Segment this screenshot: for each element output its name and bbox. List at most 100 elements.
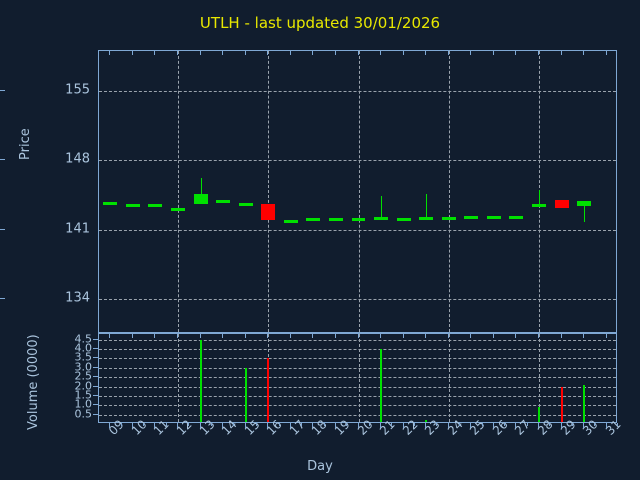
price-tickmark — [0, 228, 5, 230]
volume-gridline — [99, 339, 616, 341]
volume-top-tickmark — [131, 333, 133, 338]
day-gridline — [358, 51, 360, 332]
day-minor-tickmark — [301, 423, 303, 426]
candle-body — [328, 217, 343, 221]
day-tickmark — [267, 423, 269, 428]
day-minor-tickmark — [368, 423, 370, 426]
day-tickmark — [176, 423, 178, 428]
day-minor-tickmark — [594, 423, 596, 426]
volume-gridline — [99, 367, 616, 369]
candle-body — [554, 199, 569, 208]
chart-title: UTLH - last updated 30/01/2026 — [199, 14, 441, 32]
day-minor-tickmark — [459, 423, 461, 426]
price-top-tickmark — [289, 50, 291, 55]
volume-bar — [199, 339, 202, 422]
volume-bar — [560, 386, 563, 422]
price-top-tickmark — [470, 50, 472, 55]
volume-top-tickmark — [312, 333, 314, 338]
price-gridline — [99, 160, 616, 162]
volume-top-tickmark — [538, 333, 540, 338]
price-tickmark — [0, 298, 5, 300]
candle-wick — [381, 195, 383, 217]
candle-body — [441, 216, 456, 220]
volume-top-tickmark — [515, 333, 517, 338]
day-tickmark — [312, 423, 314, 428]
volume-bar — [267, 358, 270, 422]
day-minor-tickmark — [120, 423, 122, 426]
day-tickmark — [334, 423, 336, 428]
volume-top-tickmark — [357, 333, 359, 338]
volume-top-tickmark — [289, 333, 291, 338]
volume-tickmark — [93, 366, 98, 368]
candle-body — [103, 201, 118, 205]
volume-top-tickmark — [199, 333, 201, 338]
price-top-tickmark — [560, 50, 562, 55]
day-minor-tickmark — [188, 423, 190, 426]
volume-gridline — [99, 377, 616, 379]
volume-gridline — [99, 349, 616, 350]
day-tickmark — [470, 423, 472, 428]
candle-body — [396, 217, 411, 221]
price-top-tickmark — [583, 50, 585, 55]
price-gridline — [99, 90, 616, 92]
day-tickmark — [605, 423, 607, 428]
volume-gridline — [99, 395, 616, 397]
candle-wick — [426, 193, 428, 217]
day-minor-tickmark — [617, 423, 618, 426]
candle-body — [509, 215, 524, 219]
candle-body — [170, 207, 185, 211]
day-tickmark — [425, 423, 427, 428]
candle-body — [374, 216, 389, 220]
price-top-tickmark — [605, 50, 607, 55]
day-tickmark — [109, 423, 111, 428]
price-top-tickmark — [199, 50, 201, 55]
price-top-tickmark — [447, 50, 449, 55]
volume-gridline — [99, 386, 616, 388]
candle-body — [148, 203, 163, 207]
day-minor-tickmark — [165, 423, 167, 426]
volume-top-tickmark — [402, 333, 404, 338]
price-top-tickmark — [515, 50, 517, 55]
price-top-tickmark — [380, 50, 382, 55]
price-tick-label: 148 — [65, 151, 90, 167]
candle-body — [125, 203, 140, 207]
day-minor-tickmark — [526, 423, 528, 426]
price-top-tickmark — [312, 50, 314, 55]
candle-body — [419, 216, 434, 220]
volume-top-tickmark — [154, 333, 156, 338]
volume-tickmark — [93, 394, 98, 396]
price-top-tickmark — [244, 50, 246, 55]
day-tickmark — [222, 423, 224, 428]
price-gridline — [99, 229, 616, 231]
candle-body — [351, 217, 366, 221]
price-plot-area — [99, 51, 616, 332]
price-top-tickmark — [131, 50, 133, 55]
price-tickmark — [0, 159, 5, 161]
price-tick-label: 141 — [65, 221, 90, 237]
day-minor-tickmark — [549, 423, 551, 426]
volume-tickmark — [93, 357, 98, 359]
day-tickmark — [492, 423, 494, 428]
volume-tickmark — [93, 385, 98, 387]
day-minor-tickmark — [323, 423, 325, 426]
price-top-tickmark — [357, 50, 359, 55]
volume-bar — [425, 420, 428, 422]
volume-tick-label: 2.5 — [74, 369, 93, 383]
day-minor-tickmark — [233, 423, 235, 426]
volume-top-tickmark — [222, 333, 224, 338]
day-tickmark — [154, 423, 156, 428]
candle-body — [261, 203, 276, 220]
day-tickmark — [199, 423, 201, 428]
candle-body — [532, 203, 546, 207]
volume-tick-label: 0.5 — [74, 407, 93, 421]
candle-body — [283, 219, 298, 223]
volume-tick-label: 2.0 — [74, 379, 93, 392]
price-top-tickmark — [425, 50, 427, 55]
volume-bar — [380, 349, 383, 422]
volume-gridline — [99, 358, 616, 360]
volume-tickmark — [93, 348, 98, 349]
price-top-tickmark — [334, 50, 336, 55]
day-tickmark — [583, 423, 585, 428]
volume-top-tickmark — [470, 333, 472, 338]
day-gridline — [448, 51, 450, 332]
